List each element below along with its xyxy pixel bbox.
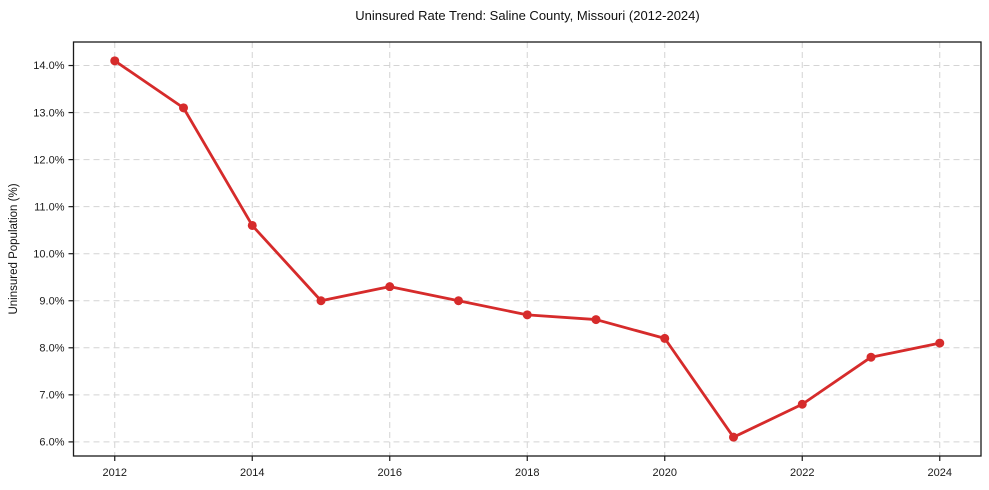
gridlines — [73, 42, 981, 456]
x-tick-label: 2016 — [378, 467, 402, 479]
y-tick-label: 11.0% — [34, 201, 65, 213]
x-tick-label: 2014 — [240, 467, 264, 479]
x-tick-label: 2022 — [790, 467, 814, 479]
axis-ticks: 6.0% 7.0% 8.0% 9.0% 10.0% 11.0% 12.0% 13.0% 14.0… — [33, 60, 952, 479]
data-point-markers — [110, 56, 945, 442]
data-point-marker — [866, 352, 876, 362]
x-tick-label: 2020 — [653, 467, 677, 479]
data-point-marker — [591, 315, 601, 325]
y-tick-label: 7.0% — [39, 390, 64, 402]
plot-frame — [72, 41, 982, 457]
y-tick-label: 13.0% — [33, 107, 64, 119]
chart-title: Uninsured Rate Trend: Saline County, Mis… — [355, 8, 700, 23]
data-point-marker — [316, 296, 326, 306]
y-tick-label: 14.0% — [33, 60, 64, 72]
data-point-marker — [729, 432, 738, 442]
data-point-marker — [522, 310, 532, 320]
data-point-marker — [385, 282, 395, 292]
data-point-marker — [797, 399, 807, 409]
data-point-marker — [660, 333, 670, 343]
y-tick-label: 10.0% — [33, 248, 64, 260]
x-tick-label: 2024 — [928, 467, 952, 479]
data-point-marker — [247, 220, 257, 230]
y-tick-label: 9.0% — [39, 295, 64, 307]
data-point-marker — [110, 56, 120, 66]
x-tick-label: 2018 — [515, 467, 539, 479]
y-tick-label: 6.0% — [39, 437, 64, 449]
data-point-marker — [454, 296, 463, 306]
x-tick-label: 2012 — [103, 467, 127, 479]
y-tick-label: 8.0% — [39, 342, 64, 354]
y-tick-label: 12.0% — [33, 154, 64, 166]
data-point-marker — [935, 338, 945, 348]
data-point-marker — [179, 103, 188, 113]
